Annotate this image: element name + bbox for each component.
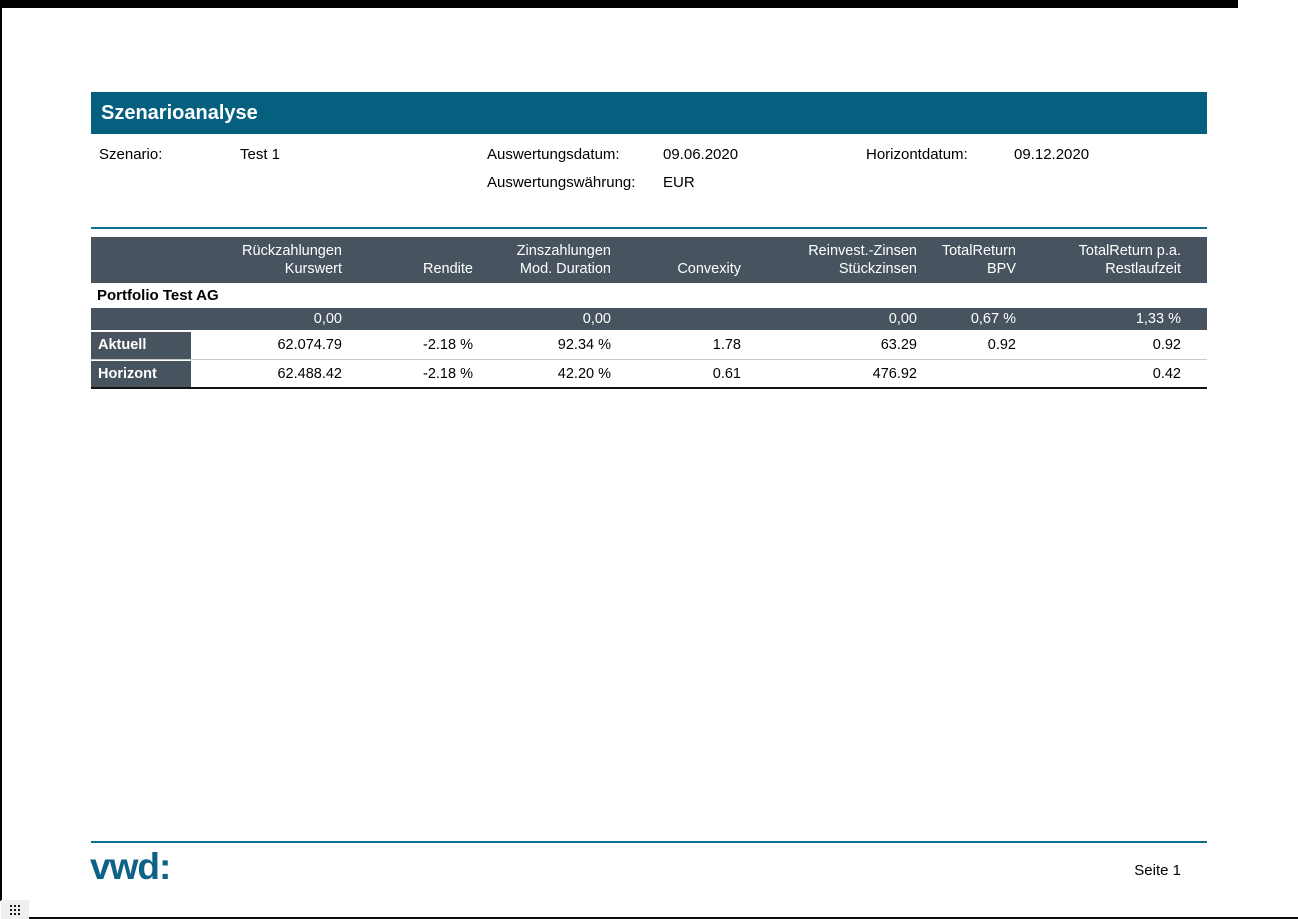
column-header-empty [91,237,191,283]
portfolio-summary-row: 0,00 0,00 0,00 0,67 % 1,33 % [91,308,1207,330]
row-label-aktuell: Aktuell [91,332,191,359]
horizont-cell-stueckzinsen: 476.92 [872,366,917,382]
summary-row-label [91,308,191,330]
aktuell-cell-restlaufzeit: 0.92 [1152,337,1181,353]
aktuell-cell-mod-duration: 92.34 % [557,337,611,353]
auswertungswaehrung-label: Auswertungswährung: [487,174,636,191]
summary-cell-totalreturn-pa: 1,33 % [1135,311,1181,327]
summary-cell-rendite [348,308,479,330]
page-number: Seite 1 [1134,862,1181,879]
column-header-zinszahlungen-mod-duration: Zinszahlungen Mod. Duration [516,243,611,277]
horizont-cell-restlaufzeit: 0.42 [1152,366,1181,382]
horizont-cell-rendite: -2.18 % [423,366,473,382]
auswertungsdatum-label: Auswertungsdatum: [487,146,620,163]
horizont-cell-kurswert: 62.488.42 [277,366,342,382]
summary-cell-reinvest-zinsen: 0,00 [888,311,917,327]
table-row-horizont: Horizont 62.488.42 -2.18 % 42.20 % 0.61 … [91,361,1207,387]
column-header-totalreturn-pa-restlaufzeit: TotalReturn p.a. Restlaufzeit [1078,243,1181,277]
summary-cell-rueckzahlungen: 0,00 [313,311,342,327]
horizontdatum-value: 09.12.2020 [1014,146,1090,163]
auswertungsdatum-value: 09.06.2020 [663,146,739,163]
top-edge-bar [0,0,1238,8]
horizont-cell-mod-duration: 42.20 % [557,366,611,382]
column-header-convexity: Convexity [677,261,741,277]
aktuell-cell-stueckzinsen: 63.29 [880,337,917,353]
szenario-value: Test 1 [240,146,281,163]
column-header-totalreturn-bpv: TotalReturn BPV [941,243,1016,277]
bottom-edge-line [29,917,1298,919]
row-label-horizont: Horizont [91,361,191,387]
table-row-aktuell: Aktuell 62.074.79 -2.18 % 92.34 % 1.78 6… [91,332,1207,360]
horizont-cell-bpv [923,361,1022,387]
aktuell-cell-kurswert: 62.074.79 [277,337,342,353]
auswertungswaehrung-value: EUR [663,174,695,191]
horizontdatum-label: Horizontdatum: [866,146,968,163]
summary-cell-convexity [617,308,747,330]
summary-cell-zinszahlungen: 0,00 [582,311,611,327]
grid-dots-icon [10,904,12,907]
page-title: Szenarioanalyse [101,102,258,124]
aktuell-cell-rendite: -2.18 % [423,337,473,353]
report-title-bar: Szenarioanalyse [91,92,1207,134]
column-header-rueckzahlungen-kurswert: Rückzahlungen Kurswert [242,243,342,277]
aktuell-cell-bpv: 0.92 [987,337,1016,353]
table-header-row: Rückzahlungen Kurswert Rendite Zinszahlu… [91,237,1207,283]
szenario-label: Szenario: [99,146,163,163]
portfolio-group-title: Portfolio Test AG [97,287,219,304]
vwd-logo: vwd: [90,846,171,887]
summary-cell-totalreturn: 0,67 % [970,311,1016,327]
left-edge-line [0,0,2,901]
footer-rule [91,841,1207,843]
column-header-rendite: Rendite [423,261,473,277]
horizont-cell-convexity: 0.61 [712,366,741,382]
grid-handle-button[interactable] [1,900,29,919]
table-bottom-border [91,387,1207,389]
column-header-reinvest-zinsen-stueckzinsen: Reinvest.-Zinsen Stückzinsen [808,243,917,277]
aktuell-cell-convexity: 1.78 [712,337,741,353]
table-top-rule [91,227,1207,229]
